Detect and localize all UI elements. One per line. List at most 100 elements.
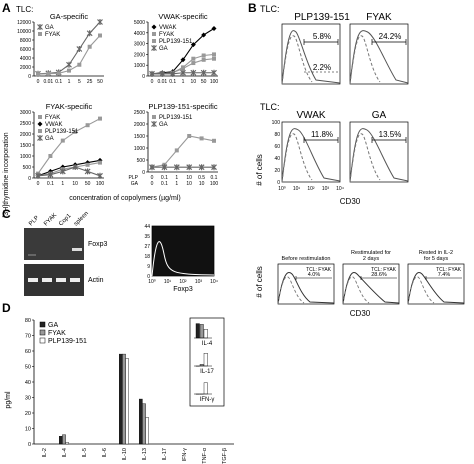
bar xyxy=(125,358,129,445)
legend-label: FYAK xyxy=(48,330,66,337)
y-tick-label: 6000 xyxy=(20,47,31,53)
x-tick-label: 50 xyxy=(85,181,91,187)
legend-marker xyxy=(37,24,43,30)
data-point xyxy=(169,70,176,77)
y-tick-label: 80 xyxy=(25,318,31,324)
y-tick-label: 1500 xyxy=(134,134,145,140)
y-tick-label: 0 xyxy=(28,74,31,80)
flow-y-tick: 0 xyxy=(147,274,150,280)
y-tick-label: 12000 xyxy=(17,20,31,26)
data-point xyxy=(97,172,103,179)
x-tick-label: 1 xyxy=(68,79,71,85)
band-actin xyxy=(56,278,66,282)
y-tick-label: 70 xyxy=(25,334,31,340)
legend-marker xyxy=(37,121,43,127)
category-label: IL-2 xyxy=(42,448,48,457)
data-point xyxy=(84,168,91,175)
a-tlc-label: TLC: xyxy=(16,5,33,14)
data-point xyxy=(98,33,102,38)
time-percent: 7.4% xyxy=(438,272,451,278)
flow-x-tick: 10³ xyxy=(195,279,203,285)
category-label: IL-13 xyxy=(142,448,148,461)
legend-label: GA xyxy=(45,136,54,142)
x-tick-label: 25 xyxy=(87,79,93,85)
band-actin xyxy=(28,278,38,282)
data-point xyxy=(191,56,196,61)
x-tick-label: 5 xyxy=(78,79,81,85)
y-tick-label: 30 xyxy=(25,396,31,402)
data-point xyxy=(174,148,179,153)
legend-swatch xyxy=(39,337,46,344)
data-point xyxy=(56,71,61,76)
x-tick-label: 0.01 xyxy=(43,79,53,85)
data-point xyxy=(212,52,216,57)
flow-y-tick: 18 xyxy=(144,254,150,260)
data-point xyxy=(201,53,206,58)
gel-image: PLP FYAK Cop1 spleen Foxp3 Actin xyxy=(24,211,108,296)
time-tlc: TCL: FYAK xyxy=(436,267,462,273)
bar xyxy=(118,353,123,445)
band-actin xyxy=(70,278,80,282)
data-point xyxy=(87,44,92,49)
time-tlc: TCL: FYAK xyxy=(371,267,397,273)
category-label: IL-4 xyxy=(62,448,68,457)
a-xlabel: concentration of copolymers (µg/ml) xyxy=(69,195,180,202)
legend-marker xyxy=(152,32,156,36)
series-line xyxy=(37,166,101,177)
x-tick-label: 10⁰ xyxy=(278,186,286,192)
hist-curve-solid xyxy=(281,30,341,85)
data-point xyxy=(201,57,206,62)
bar xyxy=(62,434,66,445)
x-tick-label: 10² xyxy=(307,186,315,192)
b-xlabel: CD30 xyxy=(340,197,361,206)
category-label: TNF-α xyxy=(202,447,208,464)
x-tick-label: 100 xyxy=(96,181,105,187)
time-curve-dashed xyxy=(277,276,305,305)
x-tick-label: 100 xyxy=(210,79,219,85)
data-point xyxy=(149,70,155,77)
inset-label: IFN-γ xyxy=(200,397,215,403)
legend-label: PLP139-151 xyxy=(159,39,193,45)
hist-frame xyxy=(349,121,409,183)
lane-label: Cop1 xyxy=(58,213,73,228)
legend-marker xyxy=(37,135,43,141)
data-point xyxy=(98,160,102,165)
d-ylabel: pg/ml xyxy=(5,391,12,409)
y-tick-label: 10000 xyxy=(17,29,31,35)
y-tick-label: 0 xyxy=(142,74,145,80)
y-tick-label: 2000 xyxy=(20,65,31,71)
legend-marker xyxy=(38,115,42,119)
cd30-histograms: PLP139-151 5.8% 2.2% FYAK 24.2% VWAK 11.8% 10⁰ 1… xyxy=(272,12,409,192)
data-point xyxy=(46,71,51,76)
data-point xyxy=(201,32,207,38)
time-curve-dashed xyxy=(342,276,370,305)
y-tick-label: 2500 xyxy=(134,110,145,116)
x-tick-label: 0.1 xyxy=(161,175,168,181)
lane-label: spleen xyxy=(73,211,90,228)
band-label-actin: Actin xyxy=(88,277,104,284)
band-actin xyxy=(42,278,52,282)
x-tick-label: 10 xyxy=(191,79,197,85)
data-point xyxy=(211,69,217,76)
time-curve-dashed xyxy=(407,276,435,305)
legend-label: GA xyxy=(48,322,58,329)
cytokine-bar-chart: 0 10 20 30 40 50 60 70 80 IL-2 IL-4 IL-5 IL-6 IL-10 IL… xyxy=(25,317,234,464)
bar xyxy=(65,442,69,445)
x-tick-label: 10 xyxy=(186,175,192,181)
panel-label-b: B xyxy=(248,1,257,15)
series-line xyxy=(37,118,101,174)
data-point xyxy=(187,134,192,138)
data-point xyxy=(67,68,71,73)
legend-label: FYAK xyxy=(159,32,174,38)
y-tick-label: 500 xyxy=(137,158,146,164)
legend-marker xyxy=(152,39,156,43)
y-tick-label: 60 xyxy=(25,349,31,355)
band-foxp3-spleen xyxy=(72,248,82,251)
hist-curve-dashed xyxy=(281,133,313,183)
x-tick-label-row2: 1 xyxy=(175,181,178,187)
foxp3-flow-plot: 0 9 18 27 35 44 10⁰ 10¹ 10² 10³ 10⁴ Foxp3 xyxy=(144,224,217,293)
y-tick-label: 100 xyxy=(272,120,281,126)
bar xyxy=(145,417,150,445)
gate-percent-dashed: 2.2% xyxy=(313,63,331,72)
